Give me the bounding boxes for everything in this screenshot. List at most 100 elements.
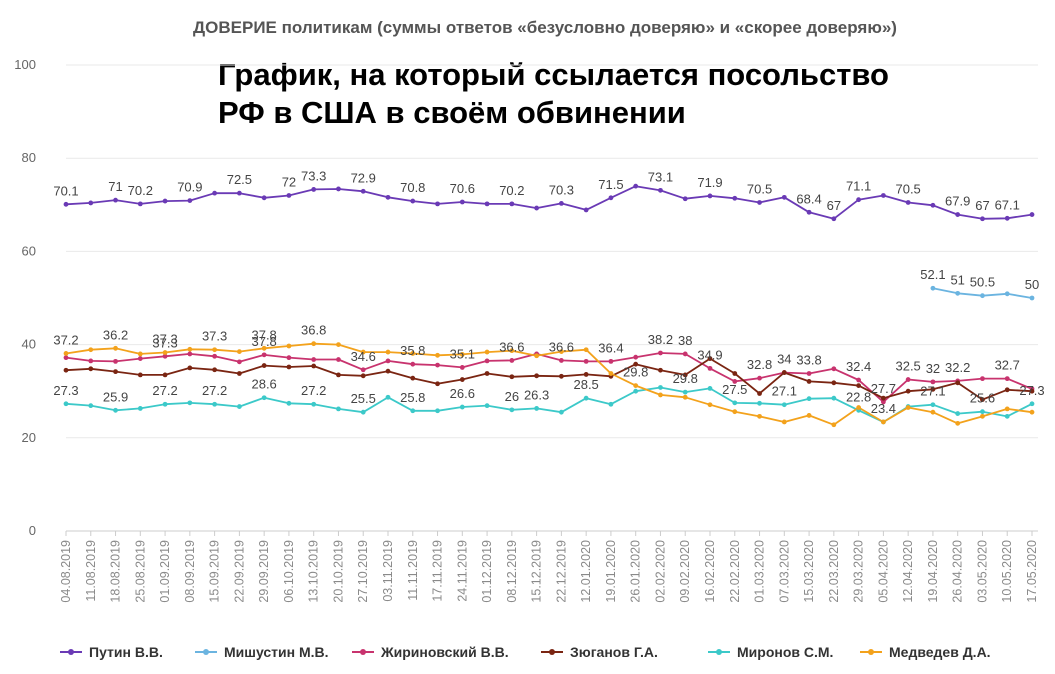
data-label-миронов-с-м: 28.5 <box>573 377 598 392</box>
data-point-мишустин-м-в <box>930 285 936 291</box>
y-tick-label: 60 <box>22 243 36 258</box>
data-point-жириновский-в-в <box>633 354 639 360</box>
data-point-путин-в-в <box>682 196 688 202</box>
data-point-медведев-д-а <box>286 343 292 349</box>
data-point-медведев-д-а <box>831 422 837 428</box>
chart-title: ДОВЕРИЕ политикам (суммы ответов «безусл… <box>193 18 897 37</box>
data-point-миронов-с-м <box>261 395 267 401</box>
data-point-зюганов-г-а <box>781 370 787 375</box>
x-tick-label: 03.05.2020 <box>975 540 989 603</box>
x-tick-label: 22.12.2019 <box>554 540 568 603</box>
data-point-зюганов-г-а <box>484 371 490 376</box>
data-point-зюганов-г-а <box>1004 387 1010 393</box>
data-point-зюганов-г-а <box>806 379 812 384</box>
data-point-медведев-д-а <box>955 420 961 426</box>
x-tick-label: 20.10.2019 <box>331 540 345 603</box>
x-tick-label: 08.09.2019 <box>183 540 197 603</box>
data-point-путин-в-в <box>707 193 713 199</box>
data-label-путин-в-в: 70.2 <box>128 183 153 198</box>
data-point-жириновский-в-в <box>286 355 292 361</box>
data-point-путин-в-в <box>558 201 564 206</box>
data-label-путин-в-в: 73.3 <box>301 168 326 183</box>
data-point-медведев-д-а <box>781 419 787 425</box>
data-label-путин-в-в: 70.5 <box>895 181 920 196</box>
data-point-жириновский-в-в <box>658 350 663 356</box>
data-label-путин-в-в: 67 <box>975 198 989 213</box>
data-point-медведев-д-а <box>658 392 663 398</box>
data-point-миронов-с-м <box>757 400 762 406</box>
data-point-путин-в-в <box>187 198 193 204</box>
data-point-зюганов-г-а <box>980 397 985 402</box>
y-tick-label: 40 <box>22 337 36 352</box>
data-point-зюганов-г-а <box>336 372 341 378</box>
data-point-мишустин-м-в <box>1004 291 1010 297</box>
data-point-зюганов-г-а <box>534 373 540 379</box>
x-tick-label: 19.04.2020 <box>926 540 940 603</box>
data-point-миронов-с-м <box>930 402 936 408</box>
data-point-миронов-с-м <box>162 401 168 407</box>
x-tick-label: 10.05.2020 <box>1000 540 1014 603</box>
data-label-жириновский-в-в: 32.7 <box>995 358 1020 373</box>
data-point-медведев-д-а <box>558 349 564 354</box>
data-label-мишустин-м-в: 50.5 <box>970 275 995 290</box>
legend-label-мишустин-м-в: Мишустин М.В. <box>224 644 329 660</box>
data-point-медведев-д-а <box>757 413 762 419</box>
data-label-миронов-с-м: 26 <box>505 389 519 404</box>
x-tick-label: 11.08.2019 <box>84 540 98 602</box>
data-point-зюганов-г-а <box>137 372 143 378</box>
x-tick-label: 25.08.2019 <box>133 540 147 603</box>
legend-marker-путин-в-в <box>68 649 74 655</box>
data-label-жириновский-в-в: 34 <box>777 352 791 367</box>
data-point-медведев-д-а <box>905 405 911 410</box>
data-point-жириновский-в-в <box>236 359 242 365</box>
data-point-жириновский-в-в <box>162 353 168 359</box>
data-point-путин-в-в <box>113 197 118 203</box>
data-point-зюганов-г-а <box>583 372 589 377</box>
data-point-миронов-с-м <box>212 401 218 407</box>
data-point-мишустин-м-в <box>955 290 961 296</box>
data-point-миронов-с-м <box>435 408 440 414</box>
data-point-медведев-д-а <box>484 349 490 355</box>
x-tick-label: 15.03.2020 <box>802 540 816 603</box>
data-point-миронов-с-м <box>484 403 490 409</box>
x-tick-label: 08.12.2019 <box>505 540 519 603</box>
data-point-путин-в-в <box>658 187 663 193</box>
data-label-путин-в-в: 71.9 <box>697 175 722 190</box>
data-label-жириновский-в-в: 36.6 <box>499 339 524 354</box>
data-point-жириновский-в-в <box>806 371 812 376</box>
data-point-миронов-с-м <box>88 403 94 409</box>
legend-marker-мишустин-м-в <box>203 649 209 655</box>
data-label-жириновский-в-в: 32 <box>926 361 940 376</box>
data-point-жириновский-в-в <box>435 362 440 368</box>
data-label-миронов-с-м: 25.6 <box>970 391 995 406</box>
data-label-путин-в-в: 73.1 <box>648 169 673 184</box>
data-point-жириновский-в-в <box>336 357 341 362</box>
x-tick-label: 16.02.2020 <box>703 540 717 603</box>
data-label-медведев-д-а: 36.8 <box>301 323 326 338</box>
x-tick-label: 06.10.2019 <box>282 540 296 603</box>
grid <box>66 64 1038 532</box>
data-point-медведев-д-а <box>633 383 639 389</box>
data-point-путин-в-в <box>633 183 639 189</box>
data-point-миронов-с-м <box>63 401 69 407</box>
data-label-медведев-д-а: 36.2 <box>103 327 128 342</box>
data-point-путин-в-в <box>583 207 589 213</box>
data-label-миронов-с-м: 26.6 <box>450 386 475 401</box>
x-tick-label: 22.03.2020 <box>827 540 841 603</box>
data-point-зюганов-г-а <box>261 363 267 368</box>
x-tick-label: 27.10.2019 <box>356 540 370 603</box>
data-point-жириновский-в-в <box>459 365 465 370</box>
data-point-путин-в-в <box>385 194 391 200</box>
data-point-миронов-с-м <box>534 406 540 411</box>
data-point-путин-в-в <box>286 193 292 198</box>
data-point-медведев-д-а <box>212 347 218 353</box>
data-point-зюганов-г-а <box>360 373 366 379</box>
data-point-жириновский-в-в <box>410 361 416 367</box>
data-point-путин-в-в <box>1004 215 1010 221</box>
data-point-путин-в-в <box>930 202 936 208</box>
data-label-миронов-с-м: 27.2 <box>152 383 177 398</box>
data-label-путин-в-в: 70.2 <box>499 183 524 198</box>
data-label-миронов-с-м: 25.8 <box>400 390 425 405</box>
data-point-медведев-д-а <box>856 405 862 410</box>
data-point-путин-в-в <box>410 198 416 204</box>
